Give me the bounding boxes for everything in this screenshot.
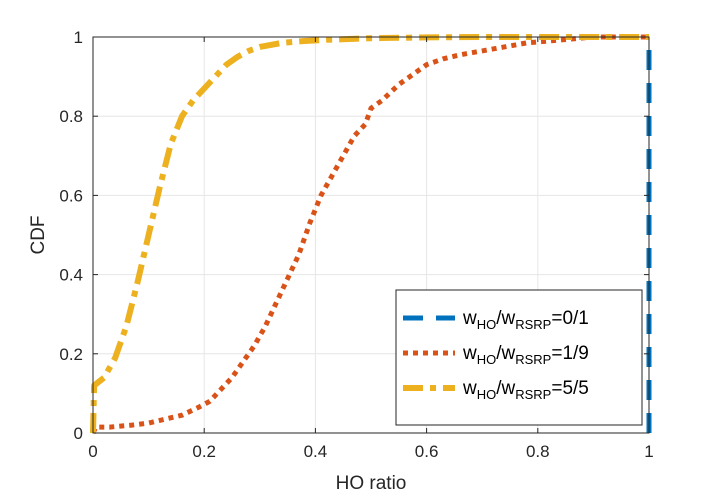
x-axis-label: HO ratio: [336, 473, 407, 494]
y-tick-label: 1: [74, 28, 83, 47]
x-tick-label: 0.2: [192, 442, 216, 461]
legend-label-3: wHO/wRSRP=5/5: [462, 378, 589, 402]
series-line-2: [90, 34, 649, 435]
y-tick-label: 0.6: [59, 186, 83, 205]
x-tick-label: 0: [88, 442, 97, 461]
ticks: [92, 36, 650, 434]
y-tick-labels: 0 0.2 0.4 0.6 0.8 1: [59, 28, 83, 443]
legend: wHO/wRSRP=0/1 wHO/wRSRP=1/9 wHO/wRSRP=5/5: [395, 289, 643, 426]
series-line-3: [90, 34, 649, 434]
x-tick-label: 0.6: [415, 442, 439, 461]
x-tick-labels: 0 0.2 0.4 0.6 0.8 1: [88, 442, 653, 461]
y-tick-label: 0: [74, 424, 83, 443]
y-tick-label: 0.4: [59, 266, 83, 285]
x-tick-label: 0.8: [526, 442, 550, 461]
axes-box: [92, 36, 650, 434]
y-tick-label: 0.8: [59, 107, 83, 126]
legend-label-1: wHO/wRSRP=0/1: [462, 308, 589, 332]
y-axis-label: CDF: [28, 215, 49, 254]
legend-label-2: wHO/wRSRP=1/9: [462, 343, 589, 367]
legend-box: [395, 289, 643, 426]
y-tick-label: 0.2: [59, 345, 83, 364]
x-tick-label: 1: [644, 442, 653, 461]
x-tick-label: 0.4: [304, 442, 328, 461]
